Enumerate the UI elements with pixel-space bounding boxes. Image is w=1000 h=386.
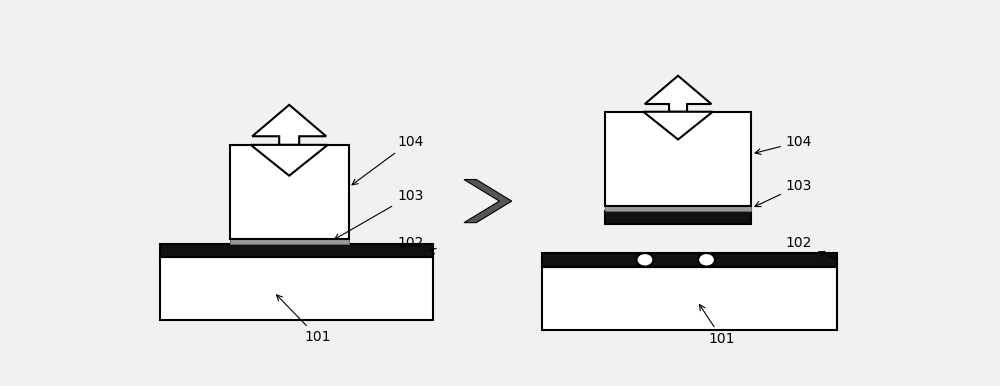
Text: 104: 104 bbox=[755, 135, 812, 154]
Ellipse shape bbox=[698, 253, 715, 267]
Bar bbox=[605, 206, 751, 211]
Polygon shape bbox=[252, 105, 326, 145]
Text: 102: 102 bbox=[397, 237, 436, 254]
Text: 102: 102 bbox=[786, 237, 835, 259]
Bar bbox=[230, 145, 349, 239]
Text: 103: 103 bbox=[334, 189, 423, 239]
Text: 104: 104 bbox=[352, 135, 423, 185]
Bar bbox=[605, 211, 751, 224]
Text: 103: 103 bbox=[755, 179, 812, 207]
Bar bbox=[542, 267, 837, 330]
Text: 101: 101 bbox=[700, 305, 735, 346]
Bar bbox=[605, 112, 751, 206]
Polygon shape bbox=[643, 112, 713, 139]
Polygon shape bbox=[251, 145, 328, 176]
Bar bbox=[542, 253, 837, 267]
Bar bbox=[230, 239, 349, 244]
Bar bbox=[160, 257, 433, 320]
Polygon shape bbox=[645, 76, 711, 112]
Text: 101: 101 bbox=[277, 295, 331, 344]
Polygon shape bbox=[464, 179, 512, 223]
Bar bbox=[160, 244, 433, 257]
Ellipse shape bbox=[636, 253, 653, 267]
